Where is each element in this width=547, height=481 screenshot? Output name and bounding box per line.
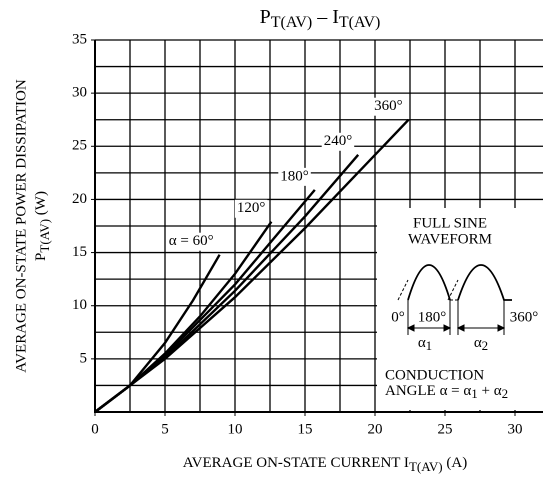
wave [407, 264, 451, 301]
title-part: P [260, 6, 271, 28]
x-tick-label: 5 [161, 421, 169, 437]
title-part: – I [312, 6, 339, 28]
label-bg [321, 132, 355, 151]
wave [457, 264, 512, 301]
series-label: 360° [374, 98, 403, 114]
x-label: AVERAGE ON-STATE CURRENT IT(AV) (A) [183, 455, 467, 474]
x-tick-label: 30 [508, 421, 523, 437]
x-tick-label: 15 [298, 421, 313, 437]
conduction-sub: 2 [502, 386, 509, 401]
y-tick-label: 35 [72, 31, 87, 47]
series-label: α = 60° [169, 233, 214, 249]
inset-title: FULL SINE [413, 215, 487, 231]
label-bg [234, 199, 268, 218]
x-tick-label: 10 [228, 421, 243, 437]
y-tick-label: 15 [72, 244, 87, 260]
curve [94, 189, 316, 413]
title-sub: T(AV) [271, 14, 312, 31]
inset-bg [377, 208, 545, 410]
dash [447, 279, 459, 301]
label-bg [372, 97, 405, 116]
y-tick-label: 5 [80, 350, 88, 366]
y-label-part: P [33, 253, 49, 261]
conduction-sub: 1 [471, 386, 478, 401]
series-label: 240° [324, 133, 353, 149]
label-bg [166, 232, 216, 251]
x-label-part: AVERAGE ON-STATE CURRENT I [183, 455, 409, 471]
conduction-part: ANGLE α = α [385, 383, 471, 399]
conduction-part: + α [478, 383, 502, 399]
dash [397, 279, 409, 301]
y-tick-label: 25 [72, 138, 87, 154]
alpha: α2 [474, 335, 488, 353]
y-label: AVERAGE ON-STATE POWER DISSIPATION PT(AV… [13, 79, 52, 373]
y-label-line: AVERAGE ON-STATE POWER DISSIPATION [13, 79, 29, 373]
angle: 180° [418, 309, 447, 325]
angle: 0° [391, 309, 405, 325]
title-sub: T(AV) [339, 14, 380, 31]
x-label-part: (A) [443, 455, 468, 471]
y-label-line: PT(AV) (W) [33, 191, 52, 261]
conduction: CONDUCTION [385, 367, 484, 383]
series-label: 180° [280, 168, 309, 184]
chart-title: PT(AV) – IT(AV) [260, 6, 381, 31]
inset-title: WAVEFORM [408, 231, 492, 247]
curve [94, 118, 410, 413]
series-label: 120° [237, 200, 266, 216]
x-tick-label: 25 [438, 421, 453, 437]
alpha-sub: 1 [426, 338, 433, 353]
alpha-part: α [474, 335, 482, 351]
alpha-sub: 2 [482, 338, 489, 353]
y-tick-label: 10 [72, 297, 87, 313]
y-tick-label: 30 [72, 85, 87, 101]
alpha: α1 [418, 335, 432, 353]
x-tick-label: 20 [368, 421, 383, 437]
alpha-part: α [418, 335, 426, 351]
curve [94, 254, 221, 413]
conduction: ANGLE α = α1 + α2 [385, 383, 508, 401]
guide [407, 300, 505, 335]
y-label-part: (W) [33, 191, 49, 219]
label-bg [278, 167, 311, 186]
inset: FULL SINE WAVEFORM 0° 180° 360° α1 α2 CO… [377, 208, 545, 410]
y-tick-label: 20 [72, 191, 87, 207]
angle: 360° [510, 309, 539, 325]
x-label-sub: T(AV) [409, 459, 443, 474]
arrow [406, 324, 506, 332]
x-tick-label: 0 [91, 421, 99, 437]
y-label-sub: T(AV) [37, 219, 52, 253]
